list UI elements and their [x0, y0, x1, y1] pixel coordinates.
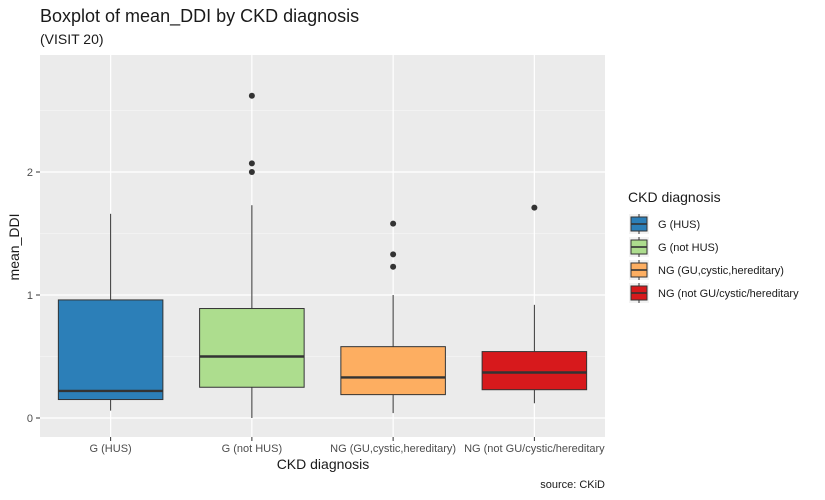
legend-label: NG (GU,cystic,hereditary): [658, 265, 784, 277]
box: [57, 299, 164, 401]
y-tick-label: 0: [27, 413, 33, 425]
legend-item: NG (not GU/cystic/hereditary: [629, 283, 799, 303]
chart-subtitle: (VISIT 20): [40, 31, 104, 47]
chart-title: Boxplot of mean_DDI by CKD diagnosis: [40, 6, 359, 27]
outlier-point: [248, 169, 255, 175]
legend: CKD diagnosis G (HUS) G (not HUS) NG (GU,c…: [628, 189, 799, 303]
legend-item: NG (GU,cystic,hereditary): [629, 260, 784, 280]
legend-label: G (HUS): [658, 219, 700, 231]
box-group: [57, 213, 164, 411]
outlier-point: [390, 251, 397, 258]
box: [481, 351, 588, 391]
y-tick-label: 1: [27, 290, 33, 302]
box-group: [481, 204, 588, 404]
outlier-point: [248, 160, 255, 167]
legend-title: CKD diagnosis: [628, 189, 721, 205]
box-group: [340, 220, 446, 414]
box: [340, 346, 446, 396]
y-axis: 0 1 2: [27, 167, 40, 425]
legend-item: G (HUS): [629, 214, 700, 234]
boxes: [57, 92, 588, 418]
x-tick-label: NG (not GU/cystic/hereditary: [464, 443, 605, 455]
outlier-point: [390, 220, 397, 227]
x-tick-label: G (HUS): [90, 443, 132, 455]
y-axis-title: mean_DDI: [6, 214, 22, 281]
x-tick-label: G (not HUS): [222, 443, 283, 455]
outlier-point: [248, 92, 255, 99]
x-tick-label: NG (GU,cystic,hereditary): [330, 443, 456, 455]
chart-caption: source: CKiD: [540, 479, 605, 491]
box-group: [199, 92, 305, 418]
x-axis-title: CKD diagnosis: [277, 456, 370, 472]
outlier-point: [390, 263, 397, 270]
outlier-point: [531, 204, 538, 211]
box: [199, 308, 305, 388]
legend-item: G (not HUS): [629, 237, 719, 257]
legend-label: NG (not GU/cystic/hereditary: [658, 288, 799, 300]
legend-label: G (not HUS): [658, 242, 719, 254]
x-axis: G (HUS) G (not HUS) NG (GU,cystic,heredita…: [90, 437, 605, 455]
y-tick-label: 2: [27, 167, 33, 179]
